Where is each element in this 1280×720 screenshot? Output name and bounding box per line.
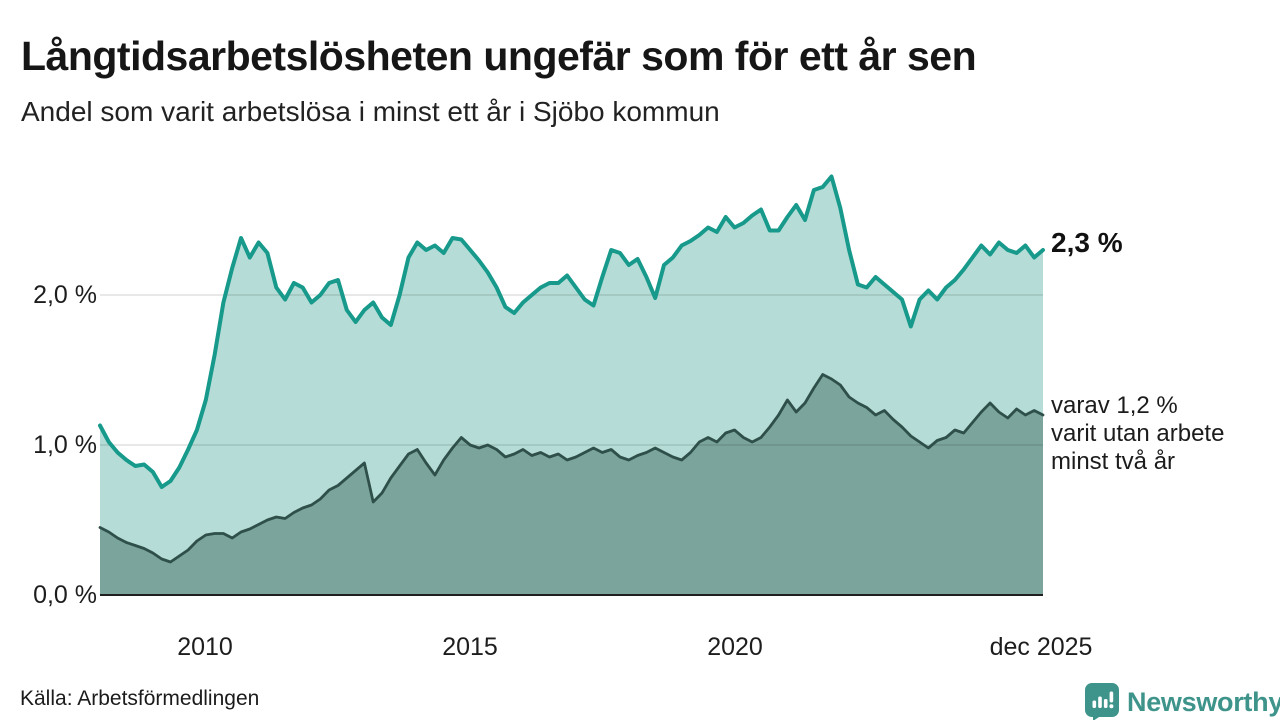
- page-subtitle: Andel som varit arbetslösa i minst ett å…: [21, 96, 720, 127]
- y-axis-tick-0: 0,0 %: [33, 581, 97, 609]
- secondary-annotation-line-2: varit utan arbete: [1051, 420, 1225, 447]
- newsworthy-bubble-chart-icon: [1085, 683, 1119, 720]
- area-fill-1: [100, 374, 1043, 595]
- secondary-annotation-line-1: varav 1,2 %: [1051, 392, 1178, 419]
- latest-value-label: 2,3 %: [1051, 227, 1123, 258]
- x-axis-tick-dec-2025: dec 2025: [989, 633, 1093, 661]
- newsworthy-logo: Newsworthy: [1085, 683, 1280, 720]
- newsworthy-wordmark: Newsworthy: [1127, 686, 1280, 717]
- series-line-1: [98, 373, 1045, 564]
- x-axis-tick-2015: 2015: [442, 633, 498, 661]
- x-axis-tick-2020: 2020: [707, 633, 763, 661]
- y-axis-tick-1: 1,0 %: [33, 431, 97, 459]
- secondary-series-annotation: varav 1,2 % varit utan arbete minst två …: [1051, 392, 1224, 476]
- x-axis-tick-2010: 2010: [177, 633, 233, 661]
- secondary-annotation-line-3: minst två år: [1051, 448, 1176, 475]
- source-attribution: Källa: Arbetsförmedlingen: [20, 687, 260, 710]
- page-title: Långtidsarbetslösheten ungefär som för e…: [21, 33, 977, 80]
- y-axis-tick-2: 2,0 %: [33, 281, 97, 309]
- series-line-0: [98, 174, 1045, 489]
